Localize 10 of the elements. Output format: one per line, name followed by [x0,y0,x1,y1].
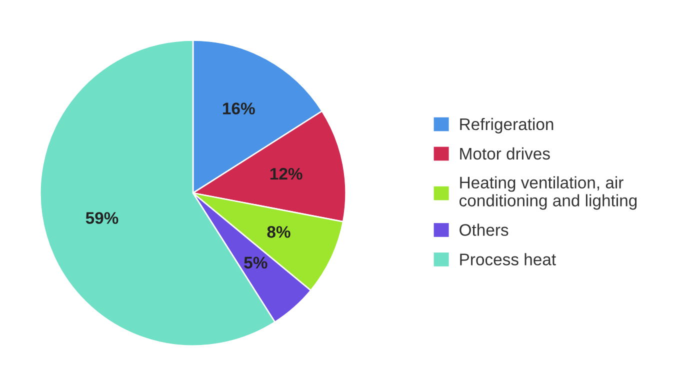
legend-label: Heating ventilation, air conditioning and lighting [460,176,637,210]
data-label: 8% [267,226,290,238]
data-label: 16% [223,102,255,114]
data-label: 59% [86,212,118,224]
legend-label: Refrigeration [460,118,554,134]
data-label: 12% [270,168,302,180]
legend-label: Motor drives [460,147,550,160]
legend-label: Process heat [460,253,556,266]
legend-label: Others [460,224,508,236]
data-label: 5% [244,256,268,269]
